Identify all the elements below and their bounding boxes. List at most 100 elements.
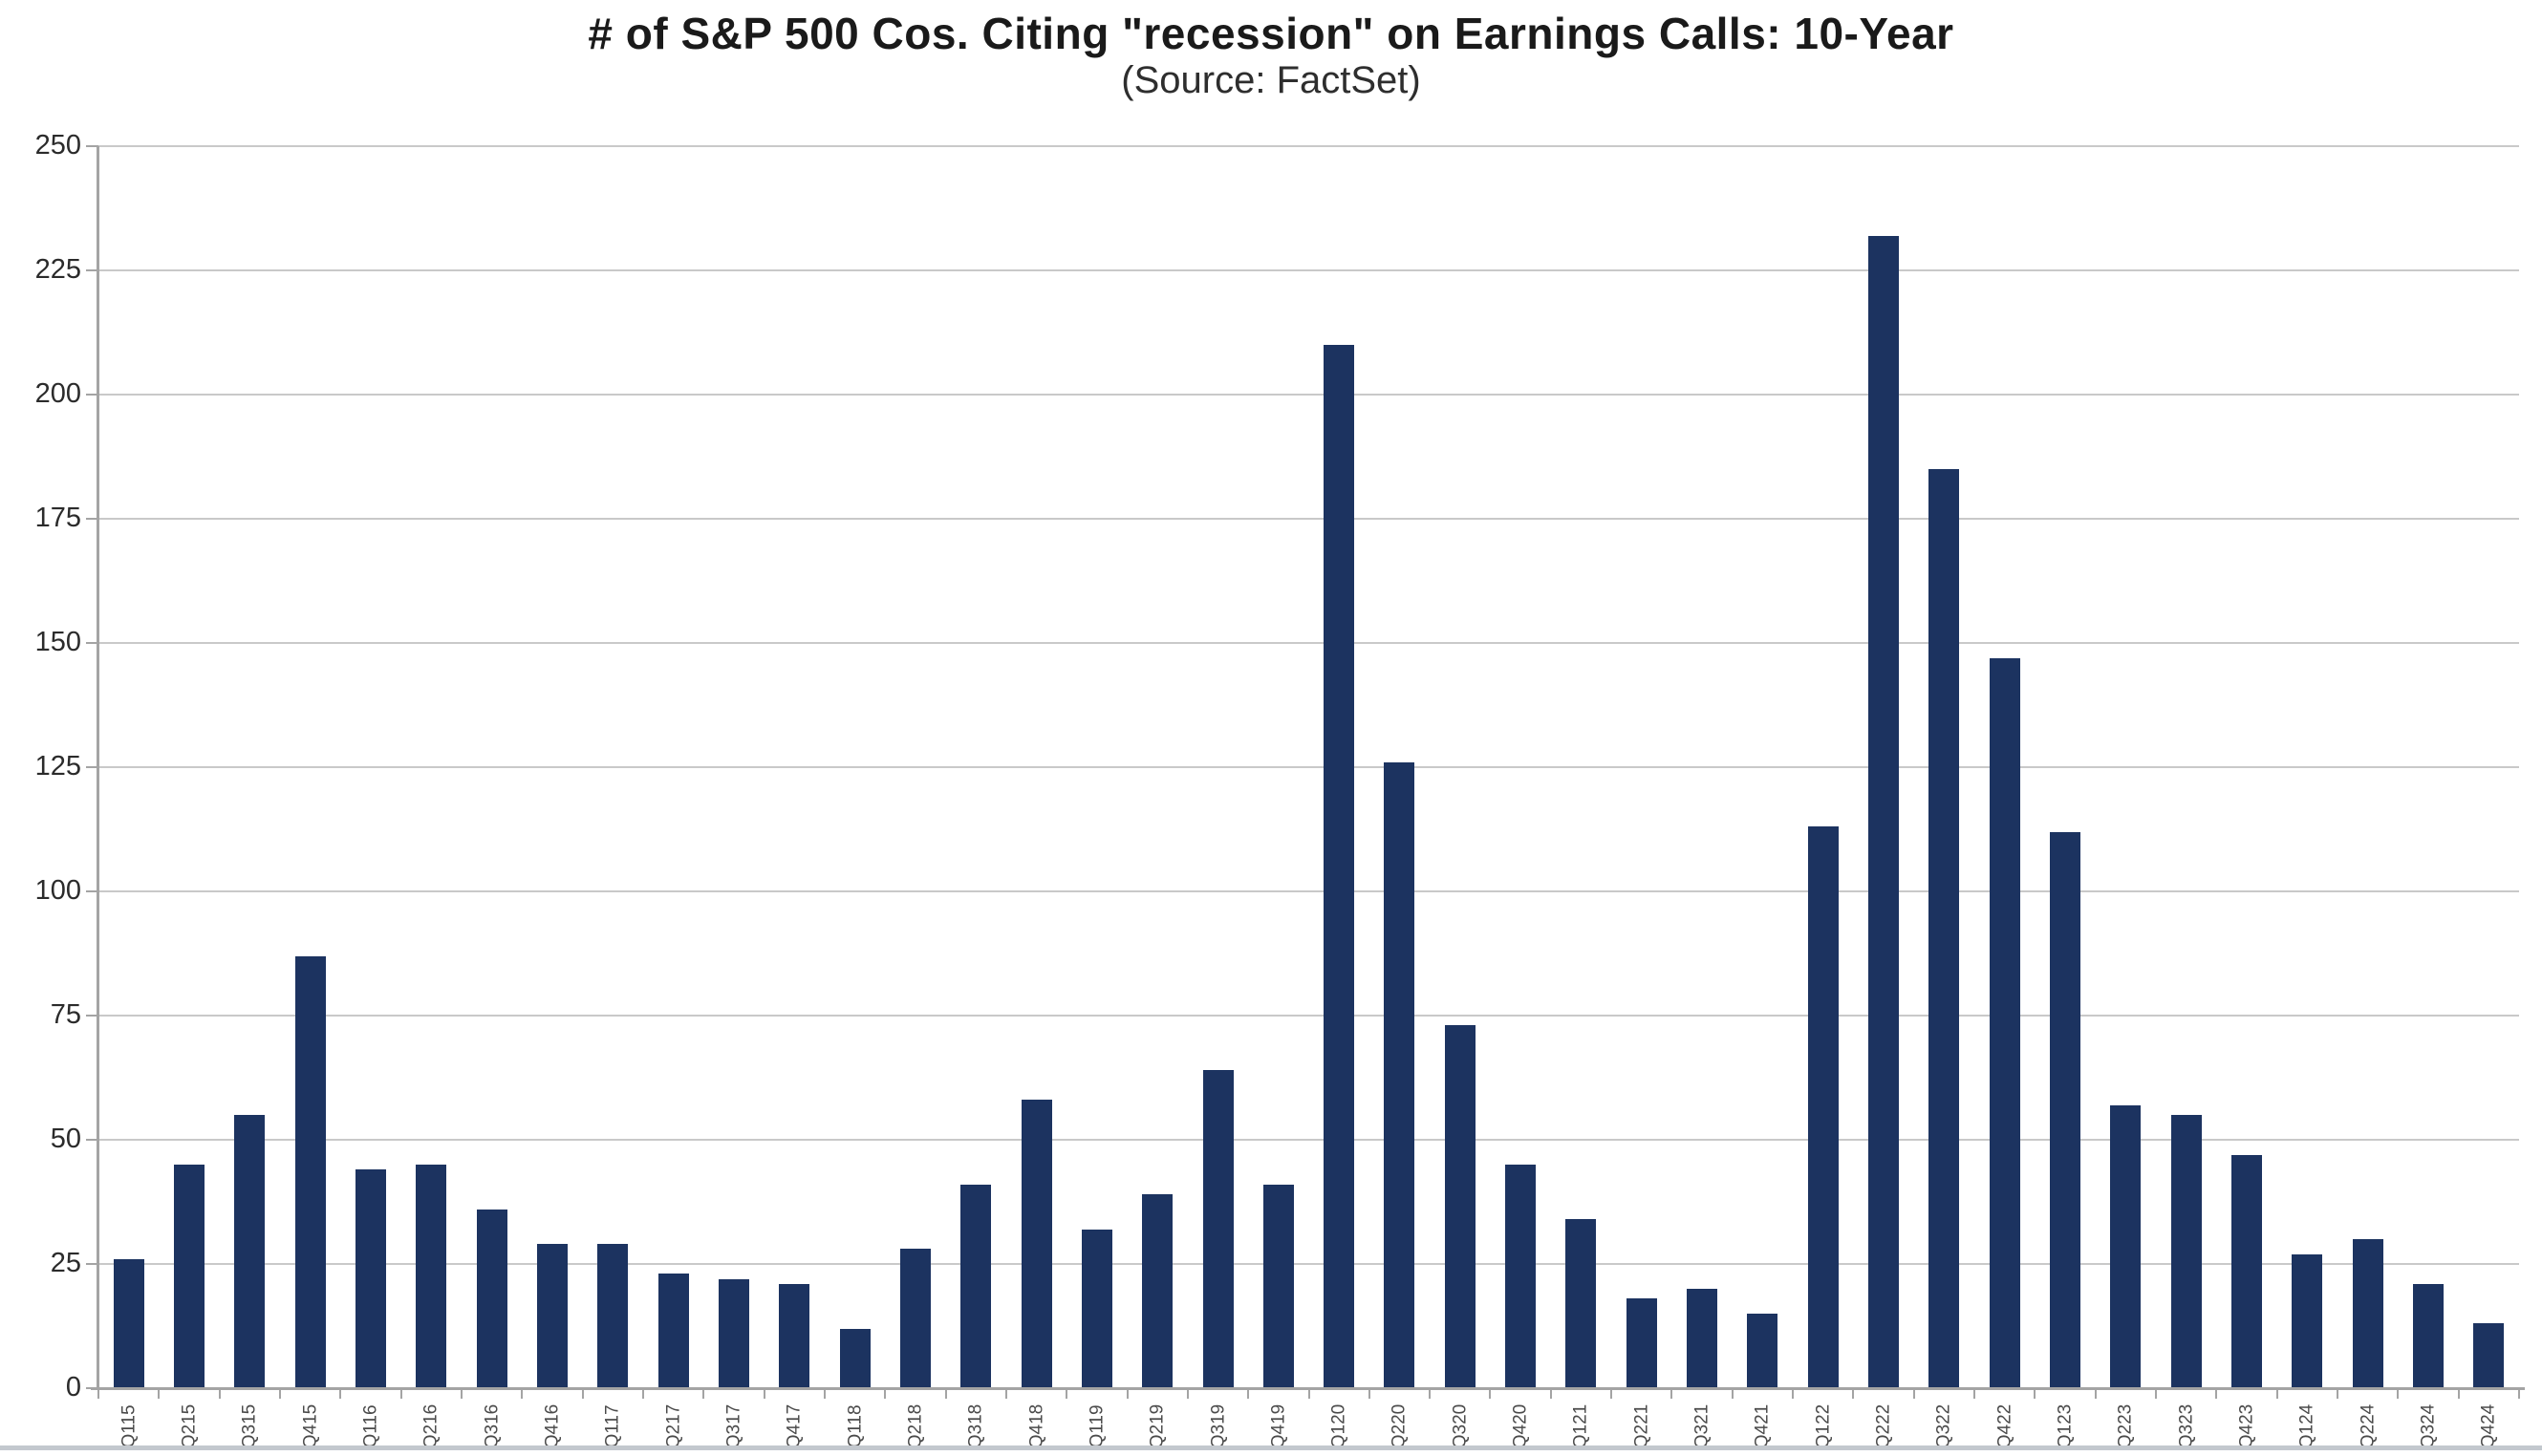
y-axis-tick <box>86 890 98 892</box>
h-gridline <box>98 642 2519 644</box>
x-axis-tick <box>2518 1388 2520 1399</box>
bar-Q417 <box>779 1283 810 1388</box>
x-axis-label: Q318 <box>965 1403 986 1449</box>
bar-Q124 <box>2292 1253 2323 1388</box>
x-axis-tick <box>339 1388 342 1399</box>
bar-Q223 <box>2110 1104 2142 1388</box>
h-gridline <box>98 518 2519 520</box>
x-axis-label: Q416 <box>542 1403 563 1449</box>
x-axis-tick <box>97 1388 99 1399</box>
h-gridline <box>98 1139 2519 1141</box>
x-axis-label: Q222 <box>1873 1403 1894 1449</box>
x-axis-tick <box>158 1388 161 1399</box>
y-axis-tick <box>86 1139 98 1141</box>
bar-Q115 <box>113 1258 144 1388</box>
x-axis-label: Q315 <box>239 1403 260 1449</box>
bar-Q420 <box>1505 1165 1537 1388</box>
chart-subtitle: (Source: FactSet) <box>1121 59 1421 101</box>
x-axis-tick <box>278 1388 281 1399</box>
x-axis-label: Q420 <box>1510 1403 1531 1449</box>
x-axis-label: Q116 <box>360 1404 381 1448</box>
x-axis-label: Q120 <box>1328 1403 1349 1449</box>
x-axis-tick <box>1429 1388 1432 1399</box>
x-axis-label: Q415 <box>300 1403 321 1449</box>
x-axis-label: Q319 <box>1208 1403 1228 1449</box>
y-axis-tick <box>86 269 98 271</box>
bar-Q316 <box>476 1209 507 1388</box>
bar-Q224 <box>2352 1239 2383 1388</box>
x-axis-tick <box>1307 1388 1310 1399</box>
h-gridline <box>98 766 2519 768</box>
bar-Q222 <box>1868 235 1900 1388</box>
y-axis-label: 225 <box>34 254 81 285</box>
x-axis-tick <box>1186 1388 1189 1399</box>
y-axis-tick <box>86 1387 98 1389</box>
x-axis-tick <box>1973 1388 1976 1399</box>
x-axis-label: Q216 <box>420 1403 442 1449</box>
x-axis-label: Q423 <box>2236 1403 2257 1449</box>
x-axis-tick <box>1792 1388 1795 1399</box>
x-axis-label: Q418 <box>1026 1403 1047 1449</box>
bottom-divider <box>0 1445 2542 1450</box>
x-axis-tick <box>884 1388 887 1399</box>
bar-Q421 <box>1747 1314 1778 1388</box>
x-axis-tick <box>521 1388 524 1399</box>
h-gridline <box>98 394 2519 396</box>
plot-area: 0 25 50 75 100 125 150 175 200 225 250 Q115 Q215 Q315… <box>35 132 2525 1448</box>
x-axis-tick <box>1912 1388 1915 1399</box>
x-axis-label: Q321 <box>1691 1403 1713 1449</box>
x-axis-tick <box>2155 1388 2158 1399</box>
x-axis-label: Q424 <box>2478 1403 2499 1449</box>
h-gridline <box>98 890 2519 892</box>
x-axis-tick <box>1610 1388 1613 1399</box>
bar-Q423 <box>2231 1154 2263 1388</box>
x-axis-label: Q118 <box>845 1404 866 1448</box>
y-axis-label: 250 <box>34 130 81 161</box>
x-axis-tick <box>399 1388 402 1399</box>
x-axis-tick <box>823 1388 826 1399</box>
bar-Q416 <box>536 1244 568 1388</box>
y-axis-label: 200 <box>34 378 81 409</box>
y-axis-label: 75 <box>50 999 81 1030</box>
bar-Q122 <box>1807 826 1839 1388</box>
bar-Q216 <box>416 1165 447 1388</box>
x-axis-tick <box>218 1388 221 1399</box>
bar-Q419 <box>1262 1184 1294 1388</box>
x-axis-label: Q221 <box>1631 1403 1652 1449</box>
x-axis-label: Q121 <box>1570 1403 1591 1449</box>
x-axis-label: Q419 <box>1268 1403 1289 1449</box>
x-axis-label: Q320 <box>1450 1403 1471 1449</box>
x-axis-tick <box>581 1388 584 1399</box>
x-axis-label: Q316 <box>482 1403 503 1449</box>
x-axis-tick <box>2094 1388 2097 1399</box>
x-axis-label: Q124 <box>2296 1403 2317 1449</box>
y-axis-label: 175 <box>34 503 81 533</box>
y-axis-tick <box>86 518 98 520</box>
bar-Q119 <box>1081 1229 1112 1388</box>
x-axis-label: Q123 <box>2055 1403 2076 1449</box>
x-axis-label: Q220 <box>1389 1403 1410 1449</box>
x-axis-label: Q323 <box>2176 1403 2197 1449</box>
x-axis-tick <box>2215 1388 2218 1399</box>
bar-Q318 <box>960 1184 992 1388</box>
bar-Q120 <box>1324 345 1355 1388</box>
h-gridline <box>98 269 2519 271</box>
bar-Q121 <box>1565 1219 1597 1388</box>
x-axis-tick <box>1126 1388 1129 1399</box>
bar-Q321 <box>1687 1289 1718 1388</box>
x-axis-label: Q217 <box>663 1403 684 1449</box>
x-axis-label: Q115 <box>118 1404 140 1448</box>
bar-Q219 <box>1142 1194 1174 1388</box>
bar-Q215 <box>173 1165 205 1388</box>
x-axis-label: Q317 <box>723 1403 744 1449</box>
x-axis-tick <box>763 1388 765 1399</box>
x-axis-tick <box>2337 1388 2339 1399</box>
bar-Q221 <box>1626 1298 1657 1388</box>
bar-Q218 <box>899 1249 931 1388</box>
x-axis-tick <box>1852 1388 1855 1399</box>
x-axis-label: Q421 <box>1752 1403 1773 1449</box>
h-gridline <box>98 145 2519 147</box>
x-axis-tick <box>1004 1388 1007 1399</box>
x-axis-tick <box>2034 1388 2036 1399</box>
bar-Q322 <box>1928 469 1960 1388</box>
